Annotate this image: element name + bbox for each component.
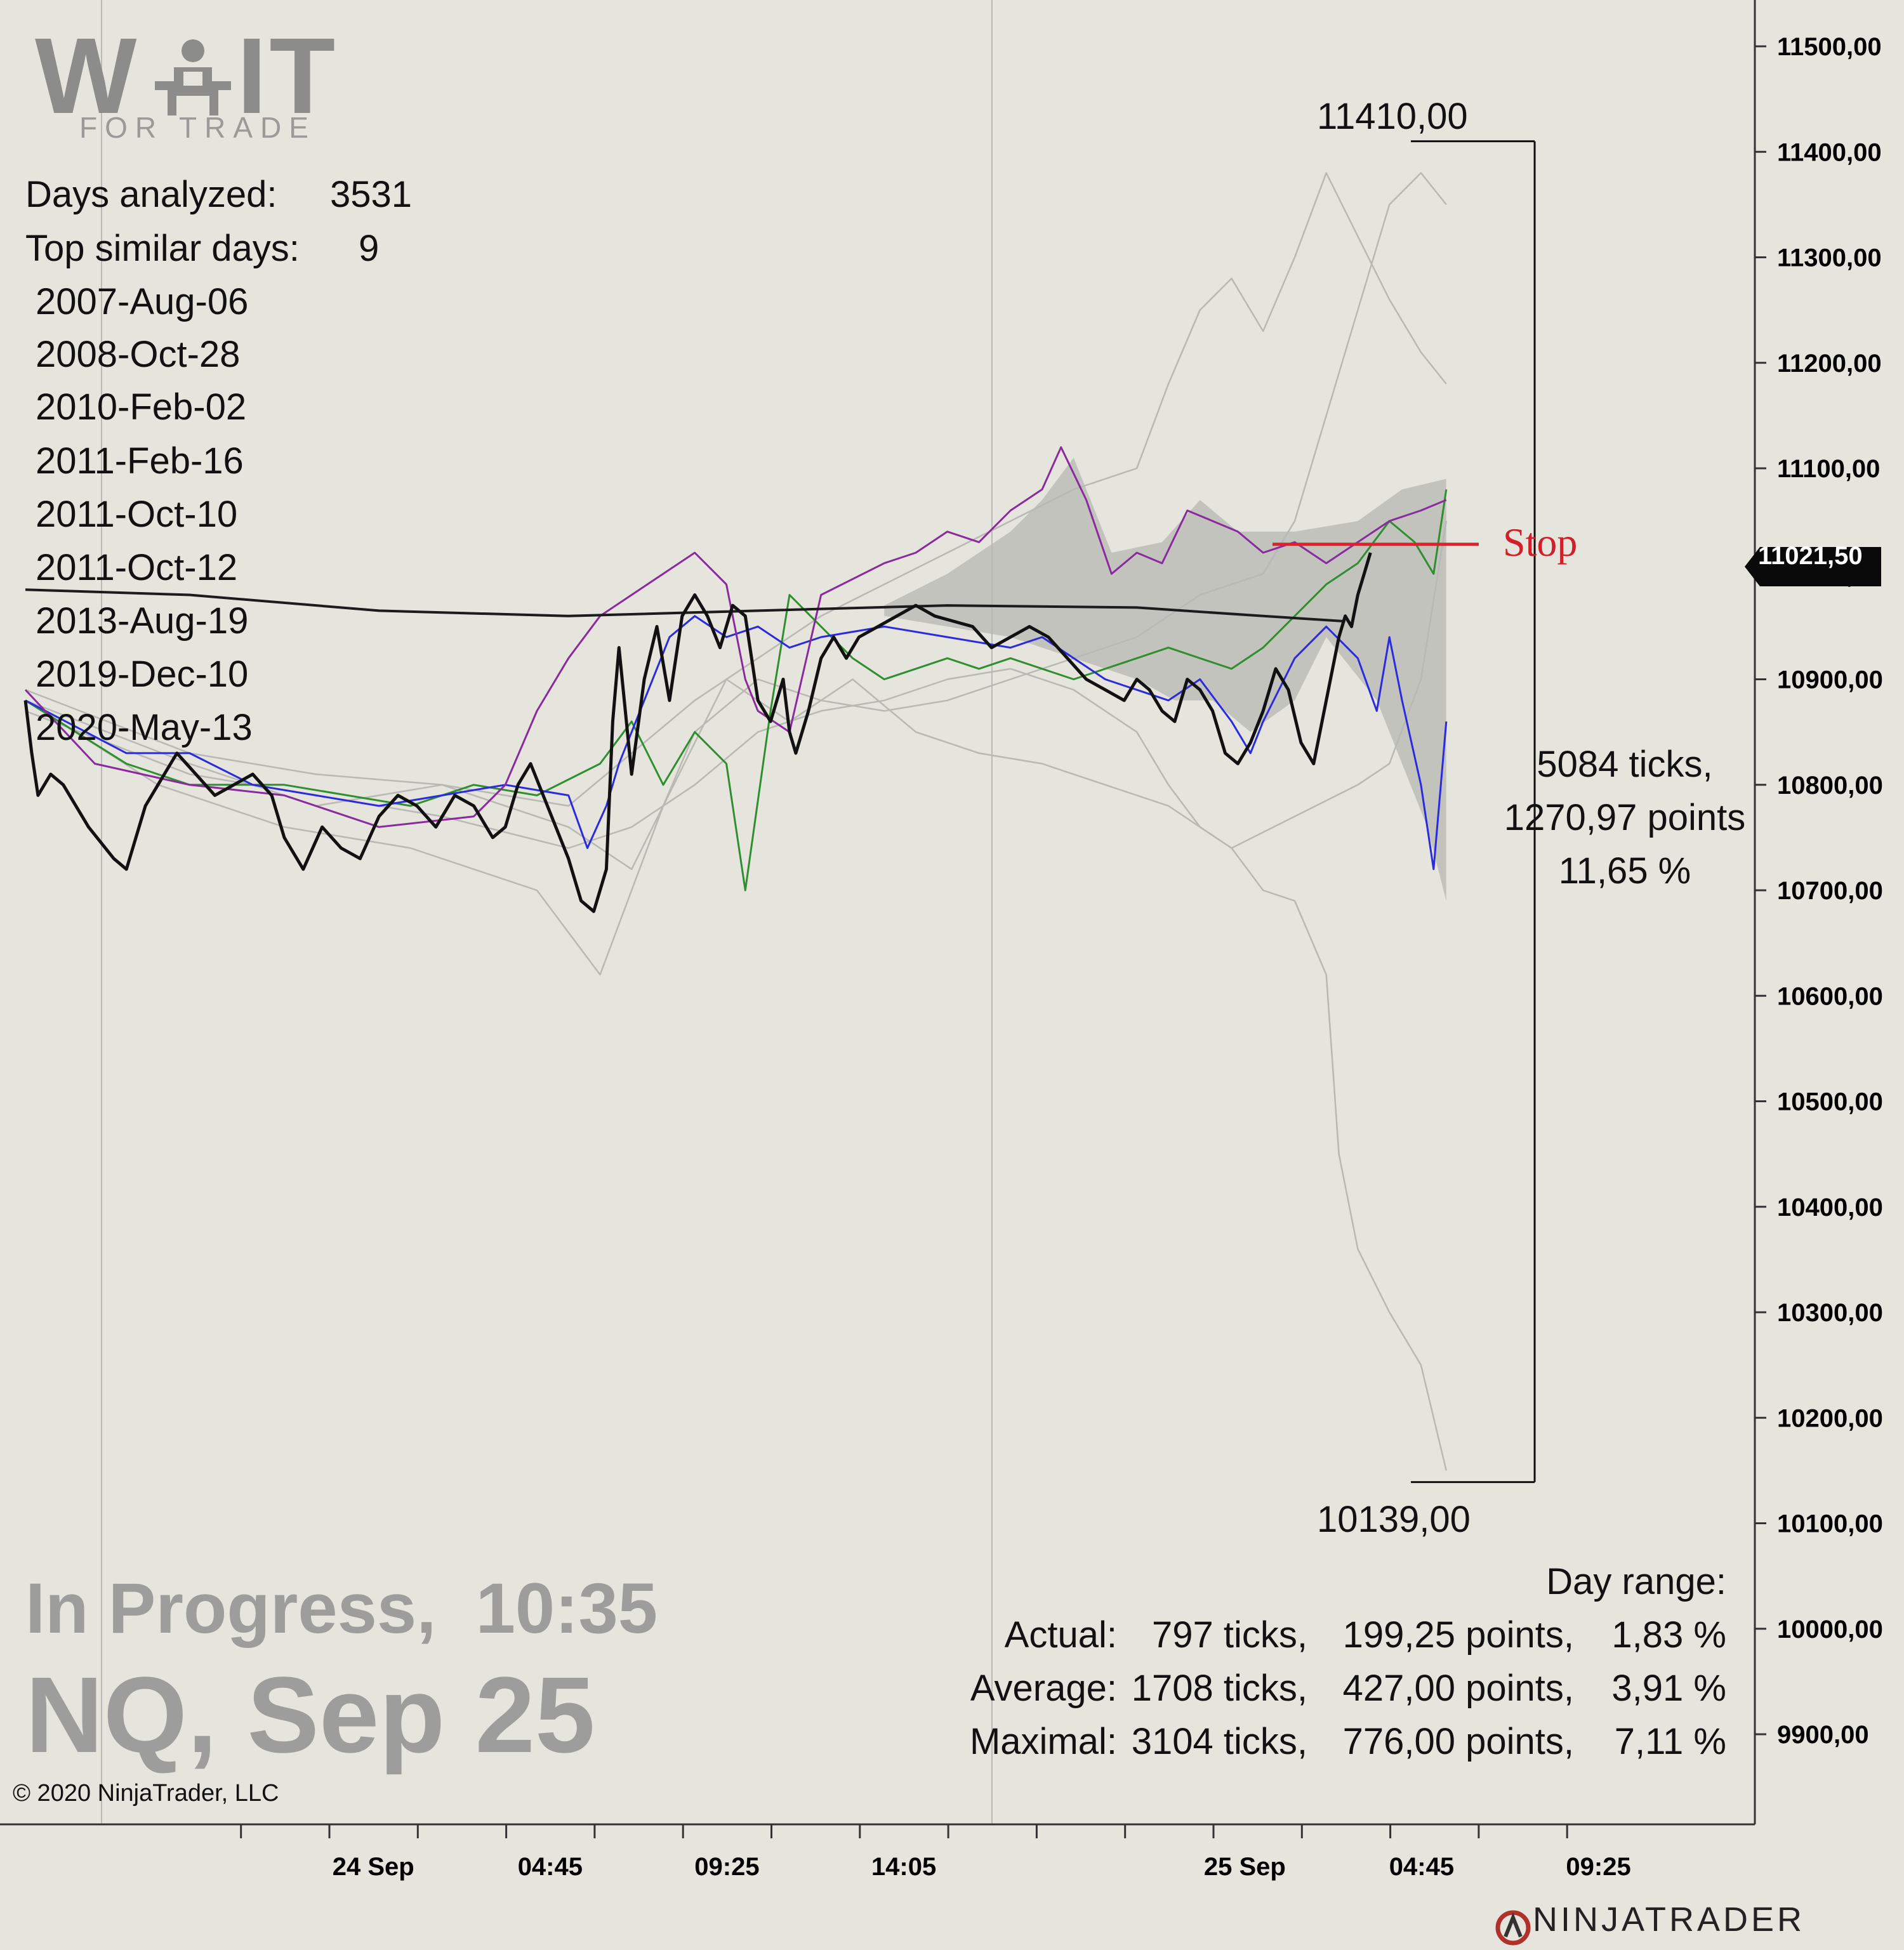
similar-day: 2011-Oct-12 [36,547,238,588]
series-line [23,552,1372,913]
projection-percent: 11,65 % [1558,850,1691,892]
similar-day: 2011-Oct-10 [36,494,238,535]
similar-day: 2019-Dec-10 [36,654,249,695]
day-range-points: 776,00 points, [1342,1721,1574,1762]
top-similar-value: 9 [359,228,380,269]
y-tick-label: 10100,00 [1777,1510,1883,1538]
y-tick-label: 10300,00 [1777,1299,1883,1327]
y-tick-label: 10400,00 [1777,1194,1883,1222]
day-range-label: Maximal: [969,1721,1117,1762]
y-tick-label: 10800,00 [1777,772,1883,800]
x-tick-label: 09:25 [1566,1853,1630,1881]
y-tick-label: 11200,00 [1777,350,1882,378]
series-line [25,489,1448,892]
similar-day: 2010-Feb-02 [36,386,247,428]
range-band [884,458,1446,901]
logo-text: W IT [35,16,338,136]
ninjatrader-logo-icon [1488,1897,1531,1946]
similar-day: 2013-Aug-19 [36,600,249,642]
y-tick-label: 11400,00 [1777,138,1882,166]
projection-points: 1270,97 points [1504,797,1746,838]
day-range-points: 427,00 points, [1342,1668,1574,1709]
series-line [25,615,1448,871]
x-tick-label: 14:05 [871,1853,936,1881]
y-tick-label: 11100,00 [1777,455,1880,483]
copyright: © 2020 NinjaTrader, LLC [13,1780,279,1807]
brand-text: NINJATRADER [1533,1901,1806,1939]
day-range-points: 199,25 points, [1342,1614,1574,1656]
days-analyzed-label: Days analyzed: [25,174,277,215]
day-range-label: Average: [970,1668,1117,1709]
similar-day: 2011-Feb-16 [36,440,244,482]
day-range-ticks: 1708 ticks, [1131,1668,1307,1709]
x-tick-label: 09:25 [694,1853,759,1881]
x-tick-label: 25 Sep [1204,1853,1286,1881]
y-tick-label: 10500,00 [1777,1088,1883,1116]
day-range-label: Actual: [1004,1614,1117,1656]
days-analyzed-value: 3531 [330,174,413,215]
x-tick-label: 04:45 [1389,1853,1454,1881]
y-tick-label: 11500,00 [1777,33,1882,61]
similar-day: 2020-May-13 [36,707,253,748]
day-range-percent: 1,83 % [1611,1614,1726,1656]
status-in-progress: In Progress, 10:35 [25,1569,658,1648]
series-line [25,172,1447,871]
day-range-title: Day range: [1546,1561,1726,1602]
y-tick-label: 9900,00 [1777,1721,1869,1749]
y-tick-label: 10200,00 [1777,1404,1883,1432]
top-similar-label: Top similar days: [25,228,300,269]
series-line [25,588,1345,623]
day-range-ticks: 797 ticks, [1152,1614,1307,1656]
y-tick-label: 10900,00 [1777,666,1883,694]
status-instrument-date: NQ, Sep 25 [25,1655,595,1775]
projection-high-label: 11410,00 [1317,96,1468,137]
logo-subtitle: FOR TRADE [79,111,316,144]
current-price-label: 11021,50 [1758,542,1863,570]
y-tick-label: 10700,00 [1777,877,1883,905]
similar-day: 2008-Oct-28 [36,334,241,375]
series-line [25,520,1448,976]
series-line [24,446,1447,828]
day-range-percent: 3,91 % [1611,1668,1726,1709]
projection-ticks: 5084 ticks, [1537,744,1713,785]
x-tick-label: 24 Sep [333,1853,414,1881]
current-price-marker: 11021,50 [1739,536,1881,586]
day-range-ticks: 3104 ticks, [1131,1721,1307,1762]
x-tick-label: 04:45 [518,1853,583,1881]
projection-low-label: 10139,00 [1317,1499,1471,1540]
y-tick-label: 11300,00 [1777,244,1882,272]
logo-person-icon [143,25,232,115]
stop-label: Stop [1503,520,1578,565]
y-tick-label: 10000,00 [1777,1616,1883,1644]
series-line [25,668,1448,1471]
y-tick-label: 10600,00 [1777,982,1883,1010]
day-range-percent: 7,11 % [1614,1721,1726,1762]
similar-day: 2007-Aug-06 [36,281,249,322]
